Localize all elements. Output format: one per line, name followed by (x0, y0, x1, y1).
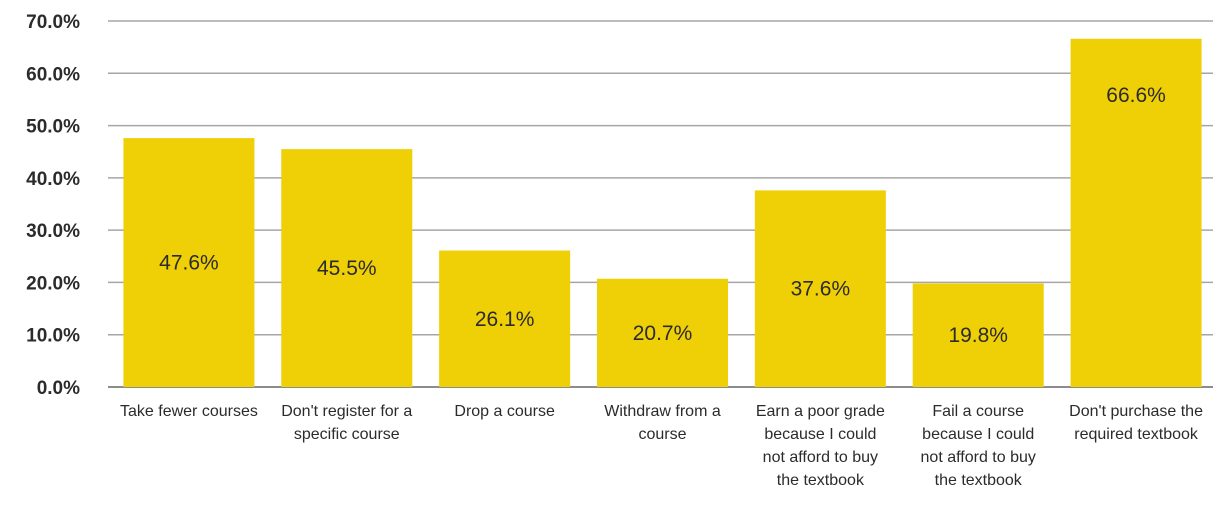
x-axis-ticks: Take fewer courses Don't register for a sp… (120, 403, 1203, 489)
bar (281, 149, 413, 387)
bar (439, 250, 571, 387)
y-tick-label: 50.0% (26, 117, 80, 138)
y-axis-ticks: 0.0% 10.0% 20.0% 30.0% 40.0% 50.0% 60.0% 70.0% (26, 12, 80, 399)
x-tick-label: Don't register for a specific course (281, 403, 412, 443)
data-label: 26.1% (475, 308, 535, 331)
y-tick-label: 20.0% (26, 273, 80, 294)
bar (912, 283, 1044, 387)
data-label: 47.6% (159, 252, 219, 275)
x-tick-label: Withdraw from a course (604, 403, 721, 443)
x-tick-label: Take fewer courses (120, 403, 258, 420)
data-label: 45.5% (317, 257, 377, 280)
bar (1070, 38, 1202, 388)
data-label: 19.8% (948, 324, 1008, 347)
data-label: 37.6% (791, 278, 851, 301)
x-tick-label: Don't purchase the required textbook (1069, 403, 1203, 443)
y-tick-label: 70.0% (26, 12, 80, 33)
bar (597, 278, 728, 387)
bars (123, 38, 1202, 388)
data-label: 20.7% (633, 322, 693, 345)
x-tick-label: Fail a course because I could not afford t… (921, 403, 1036, 489)
bar (123, 138, 255, 387)
y-tick-label: 60.0% (26, 64, 80, 85)
data-labels: 47.6% 45.5% 26.1% 20.7% 37.6% 19.8% 66.6% (159, 84, 1166, 347)
x-tick-label: Drop a course (454, 403, 555, 420)
y-tick-label: 30.0% (26, 221, 80, 242)
data-label: 66.6% (1106, 84, 1166, 107)
bar (754, 190, 886, 387)
y-tick-label: 40.0% (26, 169, 80, 190)
x-tick-label: Earn a poor grade because I could not affo… (756, 403, 885, 489)
y-tick-label: 10.0% (26, 326, 80, 347)
y-tick-label: 0.0% (37, 378, 80, 399)
